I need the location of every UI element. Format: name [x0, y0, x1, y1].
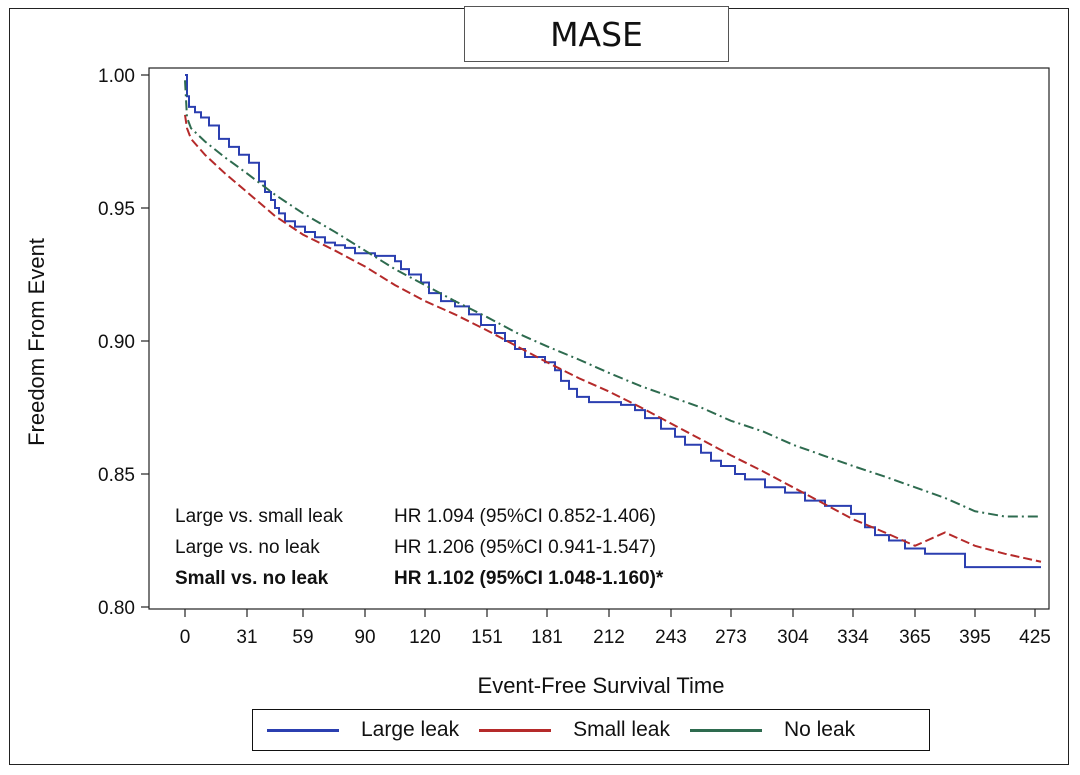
series-line-no-leak [184, 80, 1041, 518]
x-tick-label: 425 [1019, 627, 1051, 648]
x-tick-label: 120 [409, 627, 441, 648]
y-axis: 1.00 0.95 0.90 0.85 0.80 [98, 66, 149, 619]
y-axis-title: Freedom From Event [24, 238, 49, 446]
annotation-hazard-ratio: HR 1.094 (95%CI 0.852-1.406) [394, 506, 656, 527]
legend-swatch [267, 728, 339, 732]
annotation-hazard-ratio: HR 1.102 (95%CI 1.048-1.160)* [394, 568, 664, 589]
x-axis-title: Event-Free Survival Time [478, 673, 725, 698]
legend-swatch [689, 728, 762, 732]
legend-item: Small leak [479, 718, 670, 742]
legend-label: No leak [783, 718, 856, 741]
legend-item: Large leak [267, 718, 459, 742]
x-tick-label: 151 [471, 627, 503, 648]
legend-label: Large leak [361, 718, 460, 741]
y-tick-label: 1.00 [98, 66, 135, 87]
legend: Large leak Small leak No leak [252, 709, 930, 751]
y-tick-label: 0.85 [98, 465, 135, 486]
series-line-large-leak [185, 74, 1041, 569]
annotation-layer: Large vs. small leak HR 1.094 (95%CI 0.85… [175, 506, 664, 589]
x-tick-label: 59 [292, 627, 313, 648]
chart-title: MASE [464, 6, 729, 62]
x-tick-label: 304 [777, 627, 809, 648]
x-tick-label: 334 [837, 627, 869, 648]
legend-item: No leak [689, 718, 856, 742]
series-layer [184, 74, 1042, 569]
x-tick-label: 0 [180, 627, 191, 648]
y-tick-label: 0.80 [98, 598, 135, 619]
x-axis: 0 31 59 90 120 151 181 212 243 273 304 334 365 395 425 [180, 609, 1051, 648]
plot-area [148, 67, 1050, 610]
x-tick-label: 181 [531, 627, 563, 648]
annotation-hazard-ratio: HR 1.206 (95%CI 0.941-1.547) [394, 537, 656, 558]
x-tick-label: 212 [593, 627, 625, 648]
y-tick-label: 0.95 [98, 199, 135, 220]
legend-label: Small leak [573, 718, 670, 741]
x-tick-label: 243 [655, 627, 687, 648]
annotation-comparison: Large vs. small leak [175, 506, 343, 527]
annotation-comparison: Small vs. no leak [175, 568, 329, 589]
x-tick-label: 31 [236, 627, 257, 648]
series-line-small-leak [184, 114, 1042, 563]
legend-swatch [479, 728, 552, 732]
x-tick-label: 365 [899, 627, 931, 648]
x-tick-label: 90 [354, 627, 375, 648]
annotation-comparison: Large vs. no leak [175, 537, 320, 558]
x-tick-label: 395 [959, 627, 991, 648]
x-tick-label: 273 [715, 627, 747, 648]
y-tick-label: 0.90 [98, 332, 135, 353]
